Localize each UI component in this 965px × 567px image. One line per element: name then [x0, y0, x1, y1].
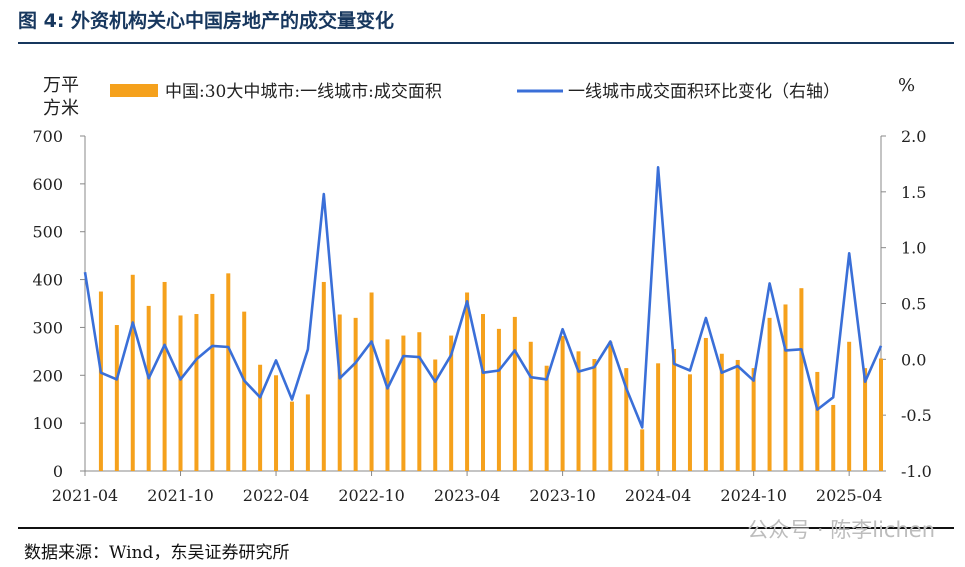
legend-line-label: 一线城市成交面积环比变化（右轴） [568, 82, 840, 102]
bar [528, 341, 533, 471]
bar [98, 291, 103, 471]
right-tick-label: 2.0 [901, 127, 926, 146]
bar [640, 429, 645, 471]
bar [847, 341, 852, 471]
bar [321, 281, 326, 471]
left-tick-label: 100 [32, 414, 63, 433]
right-unit-label: % [898, 75, 915, 96]
left-tick-label: 700 [32, 127, 63, 146]
watermark: 公众号 · 陈李lichen [747, 518, 935, 542]
bar [831, 404, 836, 471]
bar [751, 368, 756, 471]
figure-title: 图 4: 外资机构关心中国房地产的成交量变化 [18, 10, 395, 32]
line-series-path [83, 166, 883, 429]
bar [353, 317, 358, 471]
bar [576, 351, 581, 471]
bar [178, 315, 183, 471]
bar [449, 335, 454, 471]
bar [305, 394, 310, 471]
x-tick-label: 2025-04 [816, 486, 882, 505]
bar [337, 314, 342, 471]
x-tick-label: 2024-04 [625, 486, 691, 505]
left-tick-label: 0 [53, 462, 63, 481]
right-tick-label: 1.5 [901, 183, 926, 202]
bar [433, 359, 438, 471]
legend: 中国:30大中城市:一线城市:成交面积 一线城市成交面积环比变化（右轴） [110, 82, 840, 102]
bar [687, 374, 692, 471]
bar [544, 365, 549, 471]
x-tick-label: 2023-10 [529, 486, 595, 505]
bar [879, 358, 883, 471]
bar [289, 401, 294, 471]
bar [656, 363, 661, 471]
bar [114, 325, 119, 471]
bar [481, 314, 485, 471]
x-tick-label: 2021-10 [147, 486, 213, 505]
line-series [83, 166, 883, 429]
bar [226, 273, 231, 471]
bar [719, 353, 724, 471]
bar [258, 364, 263, 471]
bar [210, 293, 215, 471]
x-tick-label: 2024-10 [720, 486, 786, 505]
bar [735, 359, 740, 471]
legend-bar-swatch [110, 84, 158, 97]
bar [130, 274, 135, 471]
bar [417, 332, 422, 471]
left-tick-label: 200 [32, 366, 63, 385]
right-tick-label: 0.0 [901, 350, 926, 369]
left-tick-label: 300 [32, 318, 63, 337]
x-axis: 2021-04 2021-10 2022-04 2022-10 2023-04 2023-… [52, 470, 882, 505]
left-unit-label: 方米 [43, 98, 79, 119]
left-unit-label: 万平 [43, 75, 79, 96]
bar [385, 339, 390, 471]
bar [194, 314, 199, 471]
source-note: 数据来源：Wind，东吴证券研究所 [24, 543, 290, 563]
bar-series [98, 273, 883, 471]
bar [496, 328, 501, 471]
bar [624, 368, 629, 471]
left-tick-label: 400 [32, 271, 63, 290]
bar [703, 337, 708, 471]
bar [242, 311, 247, 471]
x-tick-label: 2022-10 [338, 486, 404, 505]
right-axis: -1.0 -0.5 0.0 0.5 1.0 1.5 2.0% [880, 75, 932, 481]
bar [783, 304, 788, 471]
bar [162, 281, 167, 471]
right-tick-label: -1.0 [901, 462, 932, 481]
bar [401, 335, 406, 471]
bar [369, 292, 374, 471]
source-rule [18, 527, 954, 529]
right-tick-label: -0.5 [901, 406, 932, 425]
bar [863, 368, 868, 471]
bar [592, 359, 597, 471]
left-tick-label: 600 [32, 175, 63, 194]
bar [799, 288, 804, 471]
bar [767, 317, 772, 471]
bar [815, 371, 820, 471]
bar [274, 375, 279, 471]
bar [146, 305, 151, 471]
right-tick-label: 0.5 [901, 295, 926, 314]
title-rule [18, 42, 954, 44]
bar [465, 292, 470, 471]
bar [672, 348, 677, 471]
legend-bar-label: 中国:30大中城市:一线城市:成交面积 [165, 82, 442, 102]
bar [512, 316, 517, 471]
bar [560, 336, 565, 471]
x-tick-label: 2022-04 [243, 486, 309, 505]
bar [608, 341, 613, 471]
x-tick-label: 2021-04 [52, 486, 118, 505]
left-tick-label: 500 [32, 223, 63, 242]
right-tick-label: 1.0 [901, 239, 926, 258]
x-tick-label: 2023-04 [434, 486, 500, 505]
